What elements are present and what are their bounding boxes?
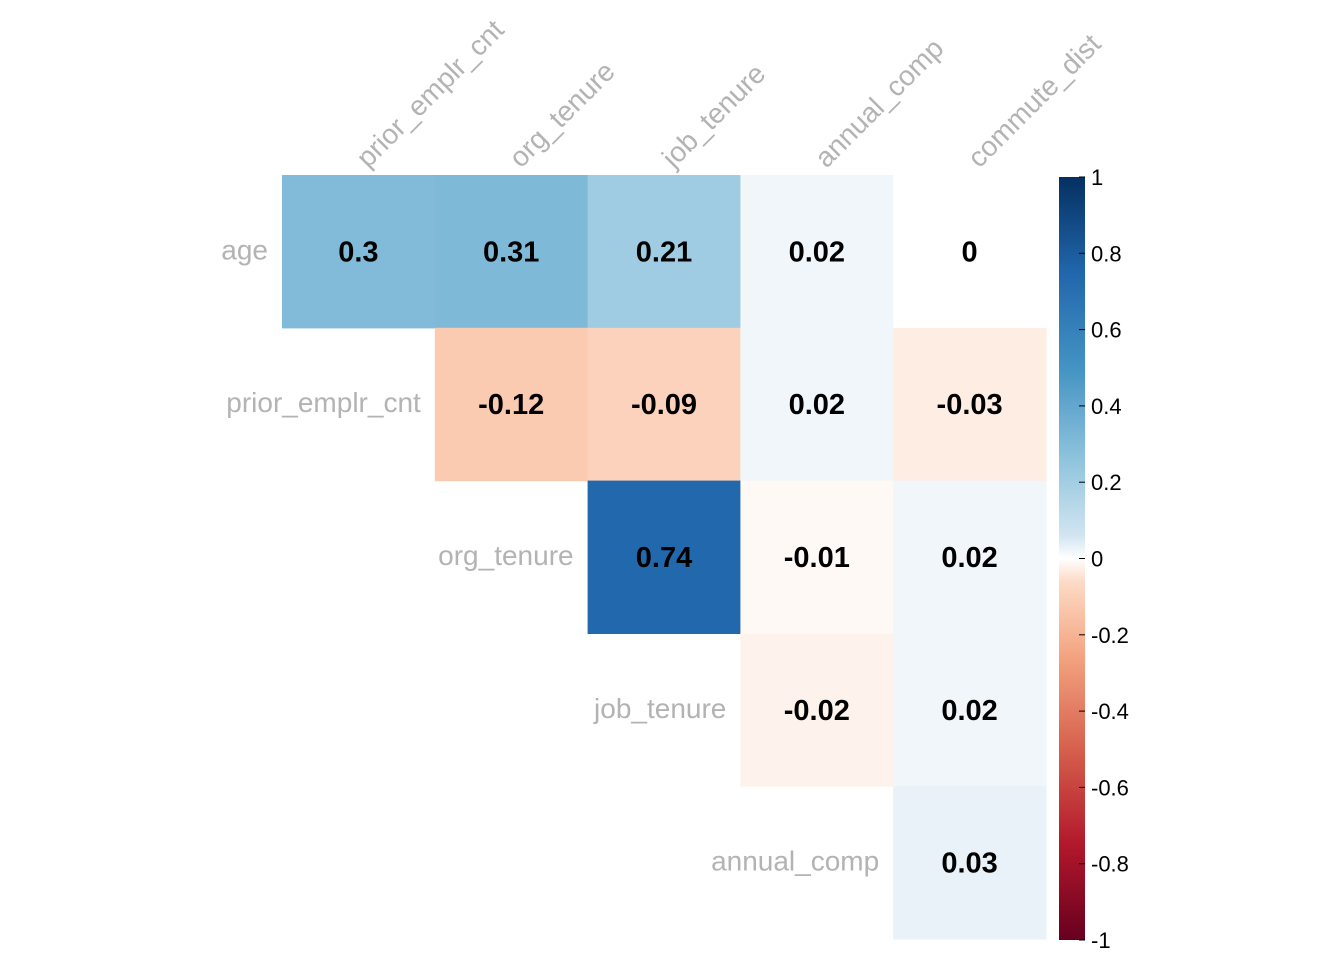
heatmap-cell	[587, 175, 741, 329]
cell-value: 0.02	[789, 389, 845, 421]
column-label: commute_dist	[962, 28, 1107, 173]
cell-value: 0.21	[636, 236, 692, 268]
heatmap-cell	[893, 633, 1047, 787]
heatmap-cell	[893, 327, 1047, 482]
row-label: prior_emplr_cnt	[226, 387, 421, 418]
heatmap-cell	[740, 327, 894, 482]
heatmap-cell	[740, 480, 894, 634]
heatmap-cell	[893, 786, 1047, 940]
color-bar-tick-label: -1	[1091, 928, 1111, 953]
heatmap-cell	[587, 480, 741, 634]
heatmap-cell	[740, 633, 894, 787]
column-label: job_tenure	[655, 58, 771, 174]
heatmap-cell	[740, 175, 894, 329]
color-bar-tick-label: 1	[1091, 165, 1103, 190]
color-bar-tick-label: 0	[1091, 547, 1103, 572]
heatmap-cell	[893, 175, 1047, 329]
color-legend: 1 0.8 0.6 0.4 0.2 0 -0.2 -0.4 -0.6 -0.8 -1	[1059, 165, 1129, 953]
cell-value: -0.09	[631, 389, 697, 421]
row-label: org_tenure	[438, 540, 573, 571]
color-bar-tick-label: 0.2	[1091, 470, 1122, 495]
color-bar-tick-label: 0.8	[1091, 241, 1122, 266]
heatmap-cell	[434, 327, 589, 482]
cell-value: 0.02	[941, 542, 997, 574]
color-bar-tick-label: -0.8	[1091, 852, 1129, 877]
cell-value: 0.03	[941, 848, 997, 880]
heatmap-cell	[587, 327, 741, 482]
row-label: annual_comp	[711, 846, 879, 877]
row-labels: age prior_emplr_cnt org_tenure job_tenurean…	[221, 234, 879, 876]
cell-value: 0	[962, 236, 978, 268]
cell-value: -0.02	[784, 695, 850, 727]
color-bar-tick-label: -0.6	[1091, 775, 1129, 800]
cell-value: 0.02	[789, 236, 845, 268]
color-bar-tick-label: -0.2	[1091, 623, 1129, 648]
row-label: age	[221, 234, 268, 265]
column-label: org_tenure	[503, 56, 621, 174]
cell-value: 0.02	[941, 695, 997, 727]
cell-value: 0.3	[338, 236, 378, 268]
row-label: job_tenure	[593, 693, 726, 724]
cell-value: -0.01	[784, 542, 850, 574]
color-bar-tick-label: 0.4	[1091, 394, 1122, 419]
color-bar-tick-label: -0.4	[1091, 699, 1129, 724]
cell-value: -0.03	[937, 389, 1003, 421]
cell-value: 0.74	[636, 542, 692, 574]
heatmap-cell	[893, 480, 1047, 634]
cell-value: 0.31	[483, 236, 539, 268]
cell-value-labels: 0.3 0.31 0.21 0.02 0 -0.12 -0.09 0.02 -0.03 0.74 -…	[338, 236, 1002, 879]
heatmap-cell	[434, 175, 589, 329]
cell-value: -0.12	[478, 389, 544, 421]
heatmap-cell	[282, 175, 436, 329]
heatmap-cells	[282, 175, 1047, 940]
color-bar-tick-label: 0.6	[1091, 318, 1122, 343]
column-label: annual_comp	[809, 32, 950, 173]
column-label: prior_emplr_cnt	[350, 14, 510, 174]
